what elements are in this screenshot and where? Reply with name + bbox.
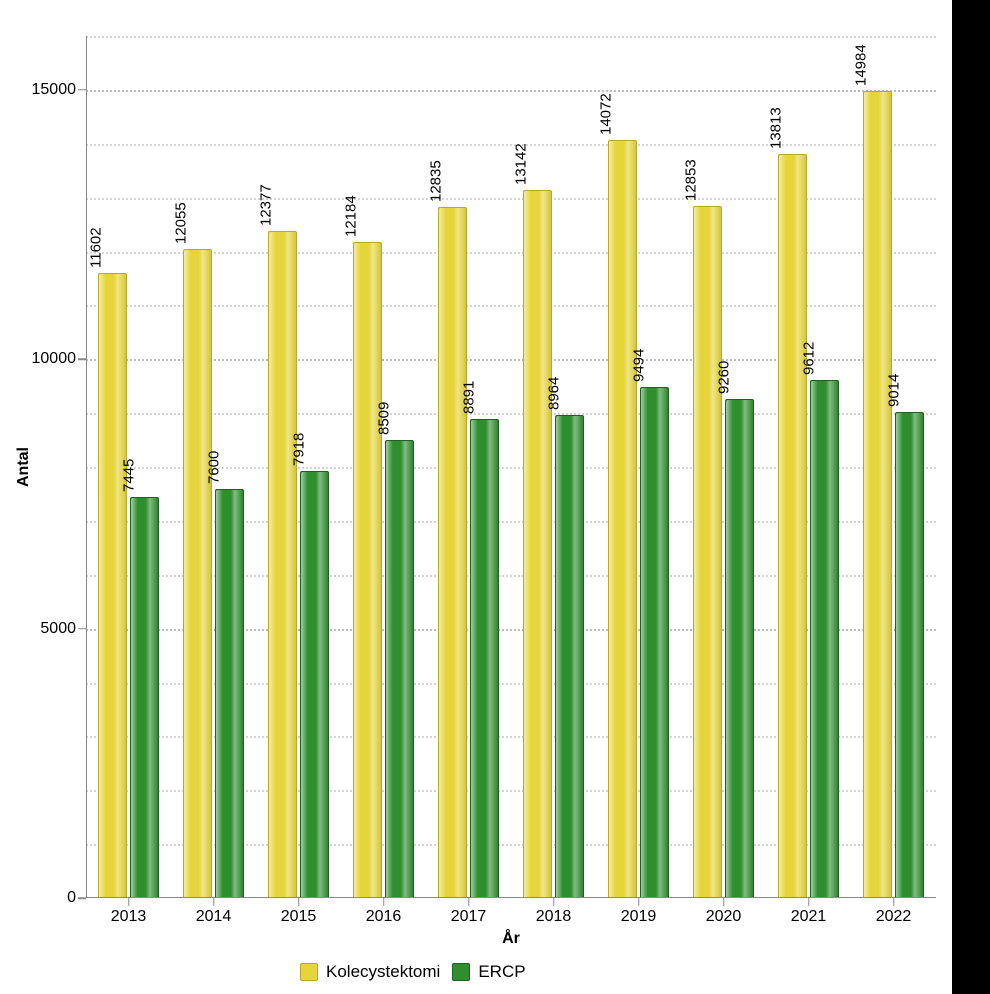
y-axis-label: Antal [15,447,33,487]
bar-ercp: 7445 [130,497,159,898]
bar-kolecystektomi: 13142 [523,190,552,898]
x-tick-label: 2019 [621,898,657,926]
bar-kolecystektomi: 12055 [183,249,212,898]
bar-value-label: 12835 [428,160,445,208]
bar-value-label: 9260 [715,361,732,400]
bar-value-label: 7918 [290,433,307,472]
y-tick-label: 10000 [32,350,87,368]
x-tick-label: 2018 [536,898,572,926]
bar-kolecystektomi: 13813 [778,154,807,898]
bar-shine [694,207,721,897]
bar-value-label: 12055 [173,202,190,250]
y-tick-label: 0 [67,889,86,907]
right-black-strip [952,0,990,994]
bar-shine [99,274,126,897]
bar-group: 140729494 [608,36,669,898]
bar-ercp: 8509 [385,440,414,898]
bar-kolecystektomi: 11602 [98,273,127,898]
bar-group: 123777918 [268,36,329,898]
bar-group: 121848509 [353,36,414,898]
x-tick-label: 2020 [706,898,742,926]
plot-area: 0500010000150002013116027445201412055760… [86,36,936,898]
bar-ercp: 9494 [640,387,669,898]
bar-value-label: 8964 [545,377,562,416]
y-tick-label: 15000 [32,81,87,99]
bar-shine [471,420,498,897]
bar-group: 128358891 [438,36,499,898]
x-tick-label: 2021 [791,898,827,926]
bar-value-label: 7445 [120,459,137,498]
legend: Kolecystektomi ERCP [300,962,534,982]
bar-group: 116027445 [98,36,159,898]
bar-value-label: 11602 [88,227,105,274]
bar-value-label: 14072 [598,93,615,141]
chart-wrap: 0500010000150002013116027445201412055760… [0,0,952,994]
bar-shine [131,498,158,897]
bar-shine [641,388,668,897]
bar-ercp: 8964 [555,415,584,898]
bar-kolecystektomi: 12184 [353,242,382,898]
legend-swatch [300,963,318,981]
bar-value-label: 12377 [258,184,275,232]
chart-stage: 0500010000150002013116027445201412055760… [0,0,990,994]
bar-shine [609,141,636,897]
bar-value-label: 13813 [768,107,785,155]
bar-shine [779,155,806,897]
bar-shine [524,191,551,897]
bar-shine [269,232,296,897]
bar-group: 120557600 [183,36,244,898]
bar-group: 149849014 [863,36,924,898]
bar-value-label: 9612 [800,342,817,381]
bar-group: 131428964 [523,36,584,898]
bar-kolecystektomi: 14072 [608,140,637,898]
bar-group: 138139612 [778,36,839,898]
bar-shine [811,381,838,897]
bar-value-label: 14984 [853,44,870,92]
bar-ercp: 9014 [895,412,924,898]
bar-shine [301,472,328,897]
bar-shine [354,243,381,897]
bar-ercp: 9612 [810,380,839,898]
bar-ercp: 7600 [215,489,244,898]
bar-value-label: 12184 [343,195,360,243]
bar-kolecystektomi: 12853 [693,206,722,898]
legend-label: ERCP [474,962,533,982]
bar-value-label: 7600 [205,450,222,489]
bar-shine [726,400,753,897]
x-tick-label: 2013 [111,898,147,926]
bar-ercp: 8891 [470,419,499,898]
bar-shine [864,92,891,897]
bar-shine [216,490,243,897]
bar-kolecystektomi: 12835 [438,207,467,898]
x-tick-label: 2016 [366,898,402,926]
x-tick-label: 2014 [196,898,232,926]
bar-value-label: 9494 [630,348,647,387]
legend-swatch [452,963,470,981]
bar-value-label: 8891 [460,381,477,420]
bar-shine [184,250,211,897]
x-axis-label: År [502,930,520,948]
bar-ercp: 9260 [725,399,754,898]
bar-shine [556,416,583,897]
bar-group: 128539260 [693,36,754,898]
x-tick-label: 2022 [876,898,912,926]
bar-kolecystektomi: 12377 [268,231,297,898]
bar-value-label: 9014 [885,374,902,413]
legend-label: Kolecystektomi [322,962,448,982]
bar-shine [386,441,413,897]
x-tick-label: 2015 [281,898,317,926]
bar-value-label: 13142 [513,143,530,191]
bar-ercp: 7918 [300,471,329,898]
bar-value-label: 12853 [683,159,700,207]
x-tick-label: 2017 [451,898,487,926]
bar-kolecystektomi: 14984 [863,91,892,898]
y-tick-label: 5000 [40,620,86,638]
bar-value-label: 8509 [375,401,392,440]
bar-shine [439,208,466,897]
bar-shine [896,413,923,897]
